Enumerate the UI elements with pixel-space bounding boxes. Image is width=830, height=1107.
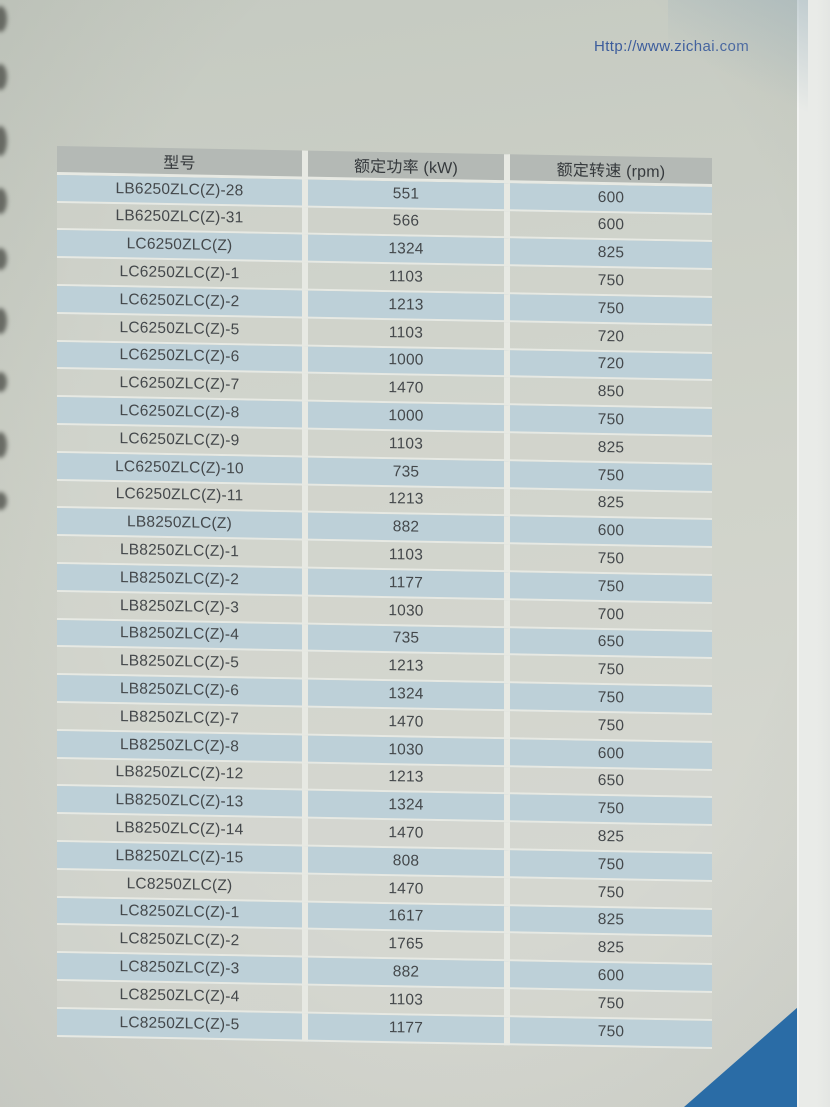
binding-hole-shadow [0, 6, 7, 32]
power-cell: 882 [308, 512, 510, 545]
power-cell: 808 [308, 846, 510, 879]
spec-table-wrap: 型号 额定功率 (kW) 额定转速 (rpm) LB6250ZLC(Z)-28 5… [57, 146, 712, 1049]
speed-cell: 650 [510, 766, 712, 799]
speed-cell: 720 [510, 322, 712, 354]
binding-hole-shadow [0, 248, 7, 270]
speed-cell: 750 [510, 794, 712, 827]
speed-cell: 750 [510, 850, 712, 882]
speed-cell: 825 [510, 905, 712, 938]
speed-cell: 850 [510, 377, 712, 410]
speed-cell: 750 [510, 989, 712, 1021]
power-cell: 1324 [308, 790, 510, 823]
power-cell: 882 [308, 957, 510, 990]
speed-cell: 700 [510, 600, 712, 632]
power-cell: 1103 [308, 985, 510, 1018]
power-cell: 1470 [308, 874, 510, 906]
speed-cell: 825 [510, 822, 712, 854]
speed-cell: 825 [510, 933, 712, 966]
speed-cell: 600 [510, 210, 712, 243]
binding-hole-shadow [0, 126, 7, 156]
power-cell: 1103 [308, 262, 510, 295]
page-edge [797, 0, 830, 1107]
power-cell: 551 [308, 179, 510, 211]
speed-cell: 750 [510, 294, 712, 326]
power-cell: 566 [308, 207, 510, 239]
power-cell: 1103 [308, 429, 510, 462]
power-cell: 1617 [308, 902, 510, 934]
power-cell: 1213 [308, 651, 510, 684]
power-cell: 1103 [308, 540, 510, 573]
binding-hole-shadow [0, 308, 7, 334]
power-cell: 1177 [308, 568, 510, 601]
speed-cell: 600 [510, 739, 712, 771]
engine-spec-table: 型号 额定功率 (kW) 额定转速 (rpm) LB6250ZLC(Z)-28 5… [57, 146, 712, 1049]
speed-cell: 600 [510, 516, 712, 549]
speed-cell: 600 [510, 961, 712, 993]
spiral-binding [0, 0, 14, 540]
power-cell: 1470 [308, 818, 510, 851]
binding-hole-shadow [0, 64, 7, 90]
speed-cell: 750 [510, 711, 712, 743]
speed-cell: 750 [510, 878, 712, 910]
speed-cell: 600 [510, 183, 712, 215]
power-cell: 1765 [308, 929, 510, 962]
binding-hole-shadow [0, 188, 7, 214]
speed-cell: 825 [510, 238, 712, 271]
speed-cell: 750 [510, 655, 712, 688]
binding-hole-shadow [0, 372, 7, 392]
speed-cell: 750 [510, 1017, 712, 1049]
speed-cell: 825 [510, 433, 712, 465]
website-url: Http://www.zichai.com [594, 38, 750, 55]
model-cell: LC8250ZLC(Z)-5 [57, 1008, 308, 1042]
power-cell: 1324 [308, 679, 510, 712]
speed-cell: 750 [510, 683, 712, 715]
speed-cell: 750 [510, 544, 712, 576]
power-cell: 1324 [308, 234, 510, 267]
speed-cell: 750 [510, 461, 712, 493]
power-cell: 1000 [308, 401, 510, 434]
col-header-rated-speed: 额定转速 (rpm) [510, 154, 712, 187]
power-cell: 735 [308, 624, 510, 656]
speed-cell: 750 [510, 266, 712, 298]
col-header-model: 型号 [57, 146, 308, 180]
speed-cell: 825 [510, 488, 712, 521]
table-body: LB6250ZLC(Z)-28 551 600 LB6250ZLC(Z)-31 566 6… [57, 174, 712, 1049]
power-cell: 1470 [308, 373, 510, 406]
power-cell: 1103 [308, 318, 510, 350]
power-cell: 1030 [308, 735, 510, 767]
binding-hole-shadow [0, 492, 7, 510]
power-cell: 1000 [308, 346, 510, 378]
binding-hole-shadow [0, 432, 7, 458]
speed-cell: 650 [510, 627, 712, 660]
power-cell: 735 [308, 457, 510, 489]
speed-cell: 750 [510, 405, 712, 437]
power-cell: 1470 [308, 707, 510, 740]
speed-cell: 750 [510, 572, 712, 604]
power-cell: 1213 [308, 290, 510, 323]
speed-cell: 720 [510, 349, 712, 382]
power-cell: 1177 [308, 1013, 510, 1045]
power-cell: 1213 [308, 485, 510, 517]
corner-shadow [668, 0, 808, 118]
col-header-rated-power: 额定功率 (kW) [308, 150, 510, 184]
power-cell: 1030 [308, 596, 510, 628]
power-cell: 1213 [308, 763, 510, 795]
